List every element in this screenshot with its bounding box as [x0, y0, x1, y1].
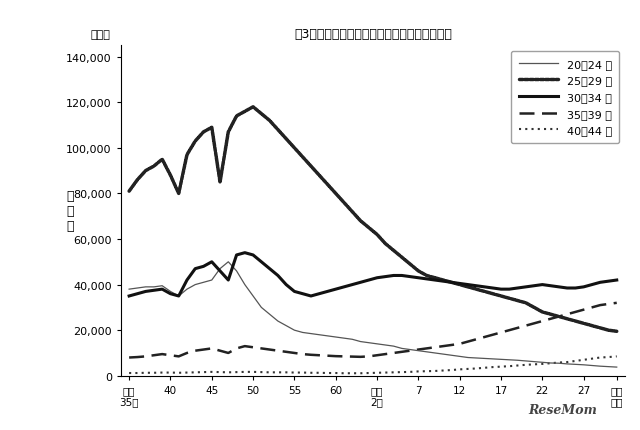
- Text: 出
生
数: 出 生 数: [67, 190, 74, 233]
- Legend: 20～24 歳, 25～29 歳, 30～34 歳, 35～39 歳, 40～44 歳: 20～24 歳, 25～29 歳, 30～34 歳, 35～39 歳, 40～4…: [511, 52, 620, 144]
- Text: ReseMom: ReseMom: [529, 403, 598, 416]
- Text: （人）: （人）: [91, 30, 111, 40]
- Title: 図3　母の年齢別出生数の年次推移（東京都）: 図3 母の年齢別出生数の年次推移（東京都）: [294, 28, 452, 41]
